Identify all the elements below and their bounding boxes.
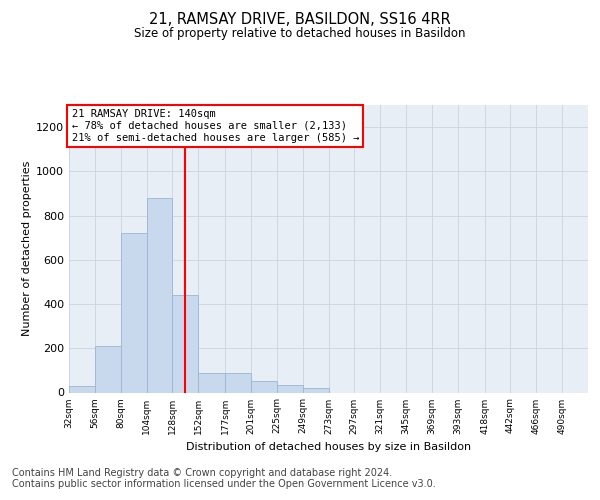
Bar (277, 385, 302, 392)
Bar (251, 382, 277, 392)
Bar (146, 198, 172, 392)
Bar (121, 234, 146, 392)
Bar (95, 346, 121, 393)
Text: Contains HM Land Registry data © Crown copyright and database right 2024.
Contai: Contains HM Land Registry data © Crown c… (12, 468, 436, 489)
Text: Distribution of detached houses by size in Basildon: Distribution of detached houses by size … (186, 442, 472, 452)
Text: 21, RAMSAY DRIVE, BASILDON, SS16 4RR: 21, RAMSAY DRIVE, BASILDON, SS16 4RR (149, 12, 451, 28)
Bar (69, 386, 95, 392)
Bar (302, 388, 329, 392)
Bar (198, 372, 225, 392)
Y-axis label: Number of detached properties: Number of detached properties (22, 161, 32, 336)
Bar (225, 372, 251, 392)
Text: Size of property relative to detached houses in Basildon: Size of property relative to detached ho… (134, 28, 466, 40)
Text: 21 RAMSAY DRIVE: 140sqm
← 78% of detached houses are smaller (2,133)
21% of semi: 21 RAMSAY DRIVE: 140sqm ← 78% of detache… (71, 110, 359, 142)
Bar (172, 295, 198, 392)
